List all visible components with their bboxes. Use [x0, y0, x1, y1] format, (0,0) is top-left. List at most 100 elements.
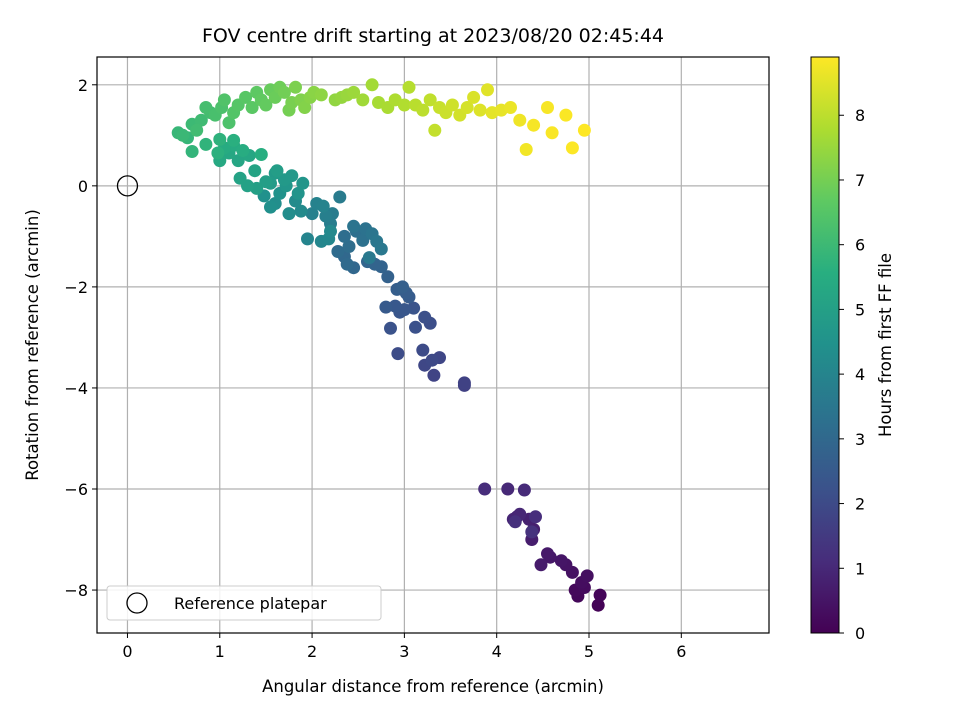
data-point — [425, 353, 439, 367]
y-tick-label: −8 — [64, 581, 88, 600]
data-point — [289, 80, 302, 94]
data-point — [277, 173, 291, 187]
data-point — [316, 199, 330, 213]
y-tick-label: 0 — [78, 177, 88, 196]
data-point — [379, 300, 393, 314]
data-point — [264, 200, 277, 214]
colorbar-label: Hours from first FF file — [876, 253, 895, 437]
data-point — [347, 219, 361, 233]
data-point — [245, 101, 259, 114]
data-point — [362, 251, 376, 265]
data-point — [298, 101, 312, 114]
data-point — [529, 510, 542, 524]
colorbar-tick-label: 3 — [855, 430, 865, 449]
colorbar-tick-label: 0 — [855, 624, 865, 643]
data-point — [217, 93, 231, 107]
data-point — [347, 85, 361, 99]
data-point — [337, 229, 351, 243]
data-point — [227, 133, 241, 147]
data-point — [239, 90, 253, 104]
data-point — [397, 98, 411, 112]
x-tick-label: 1 — [215, 642, 225, 661]
data-point — [342, 240, 356, 253]
y-tick-label: −6 — [64, 480, 88, 499]
data-point — [554, 554, 568, 568]
data-point — [545, 126, 559, 140]
data-point — [324, 224, 337, 238]
x-tick-label: 0 — [122, 642, 132, 661]
data-point — [314, 88, 328, 102]
data-point — [396, 280, 409, 294]
data-point — [409, 320, 422, 334]
reference-platepar-marker — [116, 175, 139, 197]
y-axis-label: Rotation from reference (arcmin) — [23, 209, 42, 481]
data-point — [473, 103, 487, 117]
data-point — [199, 137, 213, 151]
colorbar-tick-label: 2 — [855, 495, 865, 514]
x-tick-label: 2 — [307, 642, 317, 661]
data-point — [301, 232, 314, 246]
colorbar-tick-label: 1 — [855, 559, 865, 578]
data-points — [171, 78, 607, 612]
data-point — [381, 270, 395, 284]
data-point — [384, 321, 397, 335]
grid-lines — [97, 57, 769, 633]
data-point — [593, 588, 607, 602]
x-axis-ticks: 0 1 2 3 4 5 6 — [122, 633, 686, 661]
legend-box — [106, 585, 382, 621]
data-point — [519, 143, 533, 156]
data-point — [333, 190, 347, 204]
y-tick-label: 2 — [78, 76, 88, 95]
data-point — [356, 93, 370, 107]
data-point — [236, 144, 250, 157]
x-tick-label: 5 — [584, 642, 594, 661]
colorbar-tick-label: 8 — [855, 106, 865, 125]
data-point — [423, 93, 437, 107]
data-point — [270, 164, 284, 178]
data-point — [199, 101, 213, 114]
legend-open-circle-icon — [126, 592, 148, 614]
data-point — [457, 376, 471, 390]
data-point — [259, 175, 273, 189]
data-point — [365, 78, 379, 92]
y-tick-label: −2 — [64, 278, 88, 297]
data-point — [277, 85, 291, 99]
data-point — [565, 141, 579, 155]
data-point — [559, 108, 573, 122]
colorbar: 0 1 2 3 4 5 6 7 8 Hours from first FF file — [810, 56, 895, 643]
data-point — [374, 242, 388, 256]
data-point — [481, 83, 494, 97]
data-point — [427, 368, 441, 382]
data-point — [418, 310, 432, 324]
colorbar-ticks: 0 1 2 3 4 5 6 7 8 — [839, 106, 865, 643]
data-point — [402, 80, 416, 94]
colorbar-tick-label: 4 — [855, 365, 865, 384]
data-point — [254, 148, 268, 161]
data-point — [185, 145, 199, 158]
colorbar-tick-label: 5 — [855, 300, 865, 319]
data-point — [460, 101, 474, 114]
data-point — [340, 257, 354, 271]
data-point — [211, 146, 225, 160]
data-point — [416, 343, 430, 357]
colorbar-tick-label: 6 — [855, 236, 865, 255]
data-point — [331, 245, 345, 258]
plot-frame — [96, 56, 770, 634]
x-tick-label: 3 — [399, 642, 409, 661]
data-point — [534, 558, 548, 572]
data-point — [194, 113, 208, 127]
data-point — [577, 123, 591, 137]
data-point — [508, 515, 522, 529]
data-point — [296, 176, 310, 190]
data-point — [416, 103, 430, 117]
data-point — [541, 547, 554, 561]
colorbar-tick-label: 7 — [855, 171, 865, 190]
data-point — [356, 233, 370, 247]
x-axis-label: Angular distance from reference (arcmin) — [262, 677, 604, 696]
data-point — [525, 525, 539, 539]
data-point — [305, 207, 319, 221]
data-point — [319, 209, 333, 223]
data-point — [478, 482, 492, 496]
data-point — [467, 90, 481, 104]
data-point — [248, 164, 262, 178]
